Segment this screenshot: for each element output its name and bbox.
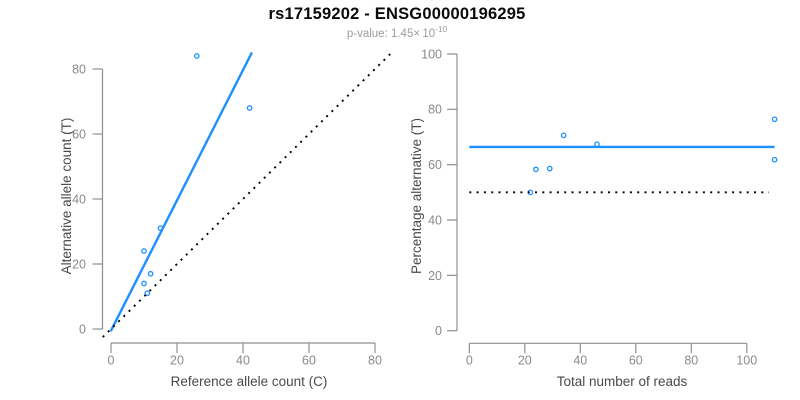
data-point (533, 166, 539, 173)
pvalue-text: p-value: 1.45× 10 (346, 27, 436, 40)
right-scatter-panel: 0 20 40 60 80 100 0 20 40 60 80 100 Total number of … (409, 47, 778, 389)
x-tick-label: 80 (368, 354, 382, 368)
y-tick-label: 40 (72, 192, 86, 206)
x-tick-label: 40 (236, 354, 250, 368)
data-point (193, 53, 200, 59)
regression-line (109, 51, 253, 332)
pvalue-exponent: -10 (435, 25, 448, 34)
chart-subtitle: p-value: 1.45× 10-10 (0, 25, 794, 40)
x-tick-label: 20 (170, 354, 184, 368)
data-point (246, 105, 253, 111)
y-tick-label: 20 (428, 269, 442, 283)
data-point (771, 116, 778, 123)
data-point (141, 280, 147, 287)
data-point (594, 141, 600, 148)
data-point (546, 165, 553, 172)
x-axis-title: Total number of reads (557, 374, 688, 389)
x-tick-label: 60 (629, 354, 643, 368)
data-point (771, 156, 778, 163)
data-point (141, 248, 147, 254)
data-point (560, 132, 567, 139)
y-tick-label: 80 (428, 103, 442, 117)
y-axis-title: Percentage alternative (T) (409, 118, 424, 274)
x-tick-label: 40 (573, 354, 587, 368)
x-tick-label: 100 (736, 354, 757, 368)
y-tick-label: 100 (421, 47, 442, 61)
x-tick-label: 80 (684, 354, 698, 368)
x-tick-label: 0 (466, 354, 473, 368)
y-tick-label: 80 (72, 62, 86, 76)
data-point (147, 270, 154, 277)
y-tick-label: 40 (428, 213, 442, 227)
x-axis-title: Reference allele count (C) (171, 374, 328, 389)
x-tick-label: 0 (108, 354, 115, 368)
chart-title: rs17159202 - ENSG00000196295 (268, 5, 526, 23)
y-axis-title: Alternative allele count (T) (59, 118, 74, 275)
y-tick-label: 0 (79, 322, 86, 336)
y-tick-label: 60 (72, 127, 86, 141)
y-tick-label: 20 (72, 257, 86, 271)
x-tick-label: 60 (302, 354, 316, 368)
left-scatter-panel: 0 20 40 60 80 0 20 40 60 80 Reference allele count… (59, 51, 394, 389)
y-tick-label: 60 (428, 158, 442, 172)
y-tick-label: 0 (435, 324, 442, 338)
data-point (144, 290, 151, 297)
x-tick-label: 20 (518, 354, 532, 368)
identity-line (102, 51, 394, 338)
